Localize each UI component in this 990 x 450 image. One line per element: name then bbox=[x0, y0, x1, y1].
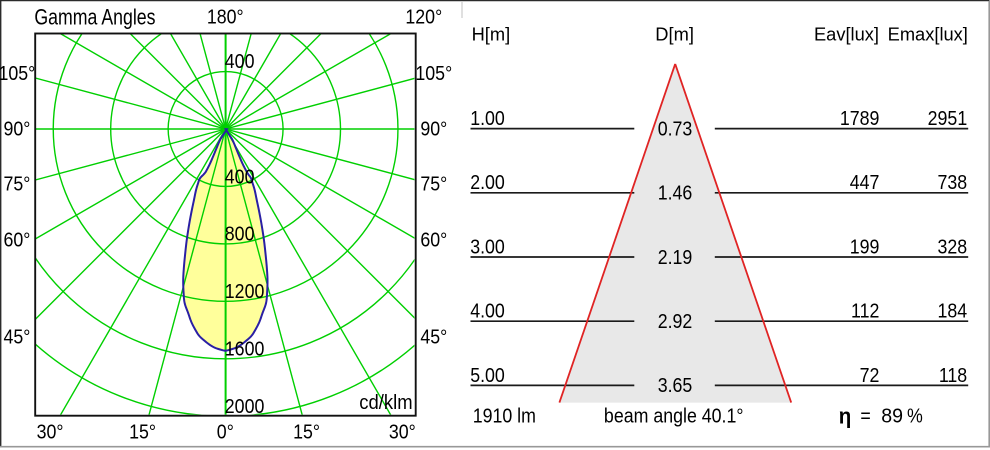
svg-text:45°: 45° bbox=[3, 326, 30, 348]
svg-text:400: 400 bbox=[225, 166, 255, 188]
svg-text:30°: 30° bbox=[37, 422, 64, 444]
svg-text:2.92: 2.92 bbox=[658, 311, 693, 333]
svg-text:4.00: 4.00 bbox=[470, 301, 505, 323]
svg-text:D[m]: D[m] bbox=[655, 24, 694, 45]
svg-text:η: η bbox=[839, 404, 852, 429]
svg-text:90°: 90° bbox=[3, 119, 30, 141]
svg-text:105°: 105° bbox=[415, 63, 452, 85]
svg-text:75°: 75° bbox=[3, 174, 30, 196]
svg-text:%: % bbox=[907, 405, 923, 427]
svg-text:beam angle 40.1°: beam angle 40.1° bbox=[604, 405, 744, 427]
svg-text:cd/klm: cd/klm bbox=[359, 391, 412, 414]
svg-text:184: 184 bbox=[938, 301, 968, 323]
svg-text:0°: 0° bbox=[217, 422, 234, 444]
svg-text:Eav[lux]: Eav[lux] bbox=[814, 24, 879, 45]
svg-text:75°: 75° bbox=[420, 174, 447, 196]
svg-text:120°: 120° bbox=[405, 7, 442, 29]
svg-text:112: 112 bbox=[851, 301, 879, 323]
svg-text:738: 738 bbox=[938, 172, 968, 194]
svg-text:118: 118 bbox=[939, 365, 967, 387]
svg-text:60°: 60° bbox=[3, 229, 30, 251]
svg-text:1200: 1200 bbox=[225, 281, 265, 303]
svg-text:1910 lm: 1910 lm bbox=[473, 405, 536, 427]
svg-text:328: 328 bbox=[938, 236, 968, 258]
svg-text:45°: 45° bbox=[420, 326, 447, 348]
svg-text:90°: 90° bbox=[420, 119, 447, 141]
svg-text:180°: 180° bbox=[207, 7, 244, 29]
svg-text:72: 72 bbox=[860, 365, 880, 387]
svg-text:89: 89 bbox=[881, 405, 903, 427]
svg-text:Emax[lux]: Emax[lux] bbox=[888, 24, 968, 45]
svg-text:447: 447 bbox=[850, 172, 880, 194]
svg-text:15°: 15° bbox=[293, 422, 320, 444]
svg-text:1600: 1600 bbox=[225, 339, 265, 361]
svg-text:H[m]: H[m] bbox=[472, 24, 511, 45]
svg-text:3.65: 3.65 bbox=[658, 375, 693, 397]
svg-text:800: 800 bbox=[225, 224, 255, 246]
svg-text:15°: 15° bbox=[129, 422, 156, 444]
svg-text:0.73: 0.73 bbox=[658, 118, 693, 140]
svg-text:5.00: 5.00 bbox=[470, 365, 505, 387]
svg-text:3.00: 3.00 bbox=[470, 236, 505, 258]
svg-text:400: 400 bbox=[225, 51, 255, 73]
svg-text:105°: 105° bbox=[0, 63, 35, 85]
svg-text:1.46: 1.46 bbox=[658, 183, 693, 205]
svg-text:2.19: 2.19 bbox=[658, 247, 693, 269]
svg-text:199: 199 bbox=[850, 236, 880, 258]
svg-text:2951: 2951 bbox=[928, 108, 968, 130]
svg-text:1789: 1789 bbox=[840, 108, 880, 130]
svg-text:=: = bbox=[860, 405, 870, 427]
svg-text:2000: 2000 bbox=[225, 396, 265, 418]
svg-text:Gamma Angles: Gamma Angles bbox=[34, 6, 155, 30]
svg-text:2.00: 2.00 bbox=[470, 172, 505, 194]
svg-text:60°: 60° bbox=[420, 229, 447, 251]
svg-text:1.00: 1.00 bbox=[470, 108, 505, 130]
svg-text:30°: 30° bbox=[389, 422, 416, 444]
